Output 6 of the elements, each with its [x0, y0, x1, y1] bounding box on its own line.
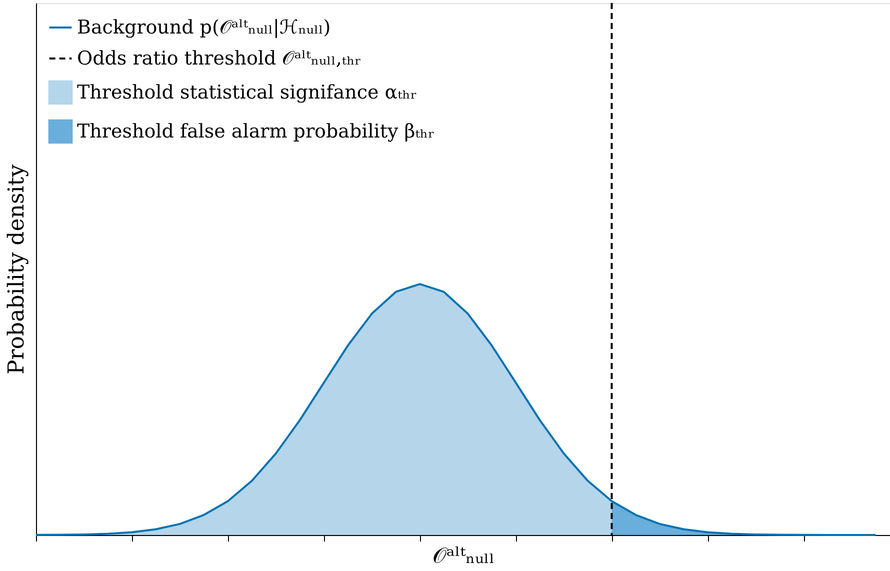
y-axis-title: Probability density: [4, 164, 30, 375]
text: Odds ratio threshold 𝒪ᵃˡᵗₙᵤₗₗ,ₜₕᵣ: [77, 48, 362, 70]
legend-label: Threshold false alarm probability βₜₕᵣ: [77, 120, 435, 142]
legend-label: Threshold statistical signifance αₜₕᵣ: [77, 82, 418, 104]
legend-label: Background p(𝒪ᵃˡᵗₙᵤₗₗ|ℋₙᵤₗₗ): [77, 16, 331, 38]
x-axis-title: 𝒪ᵃˡᵗₙᵤₗₗ: [432, 544, 495, 569]
